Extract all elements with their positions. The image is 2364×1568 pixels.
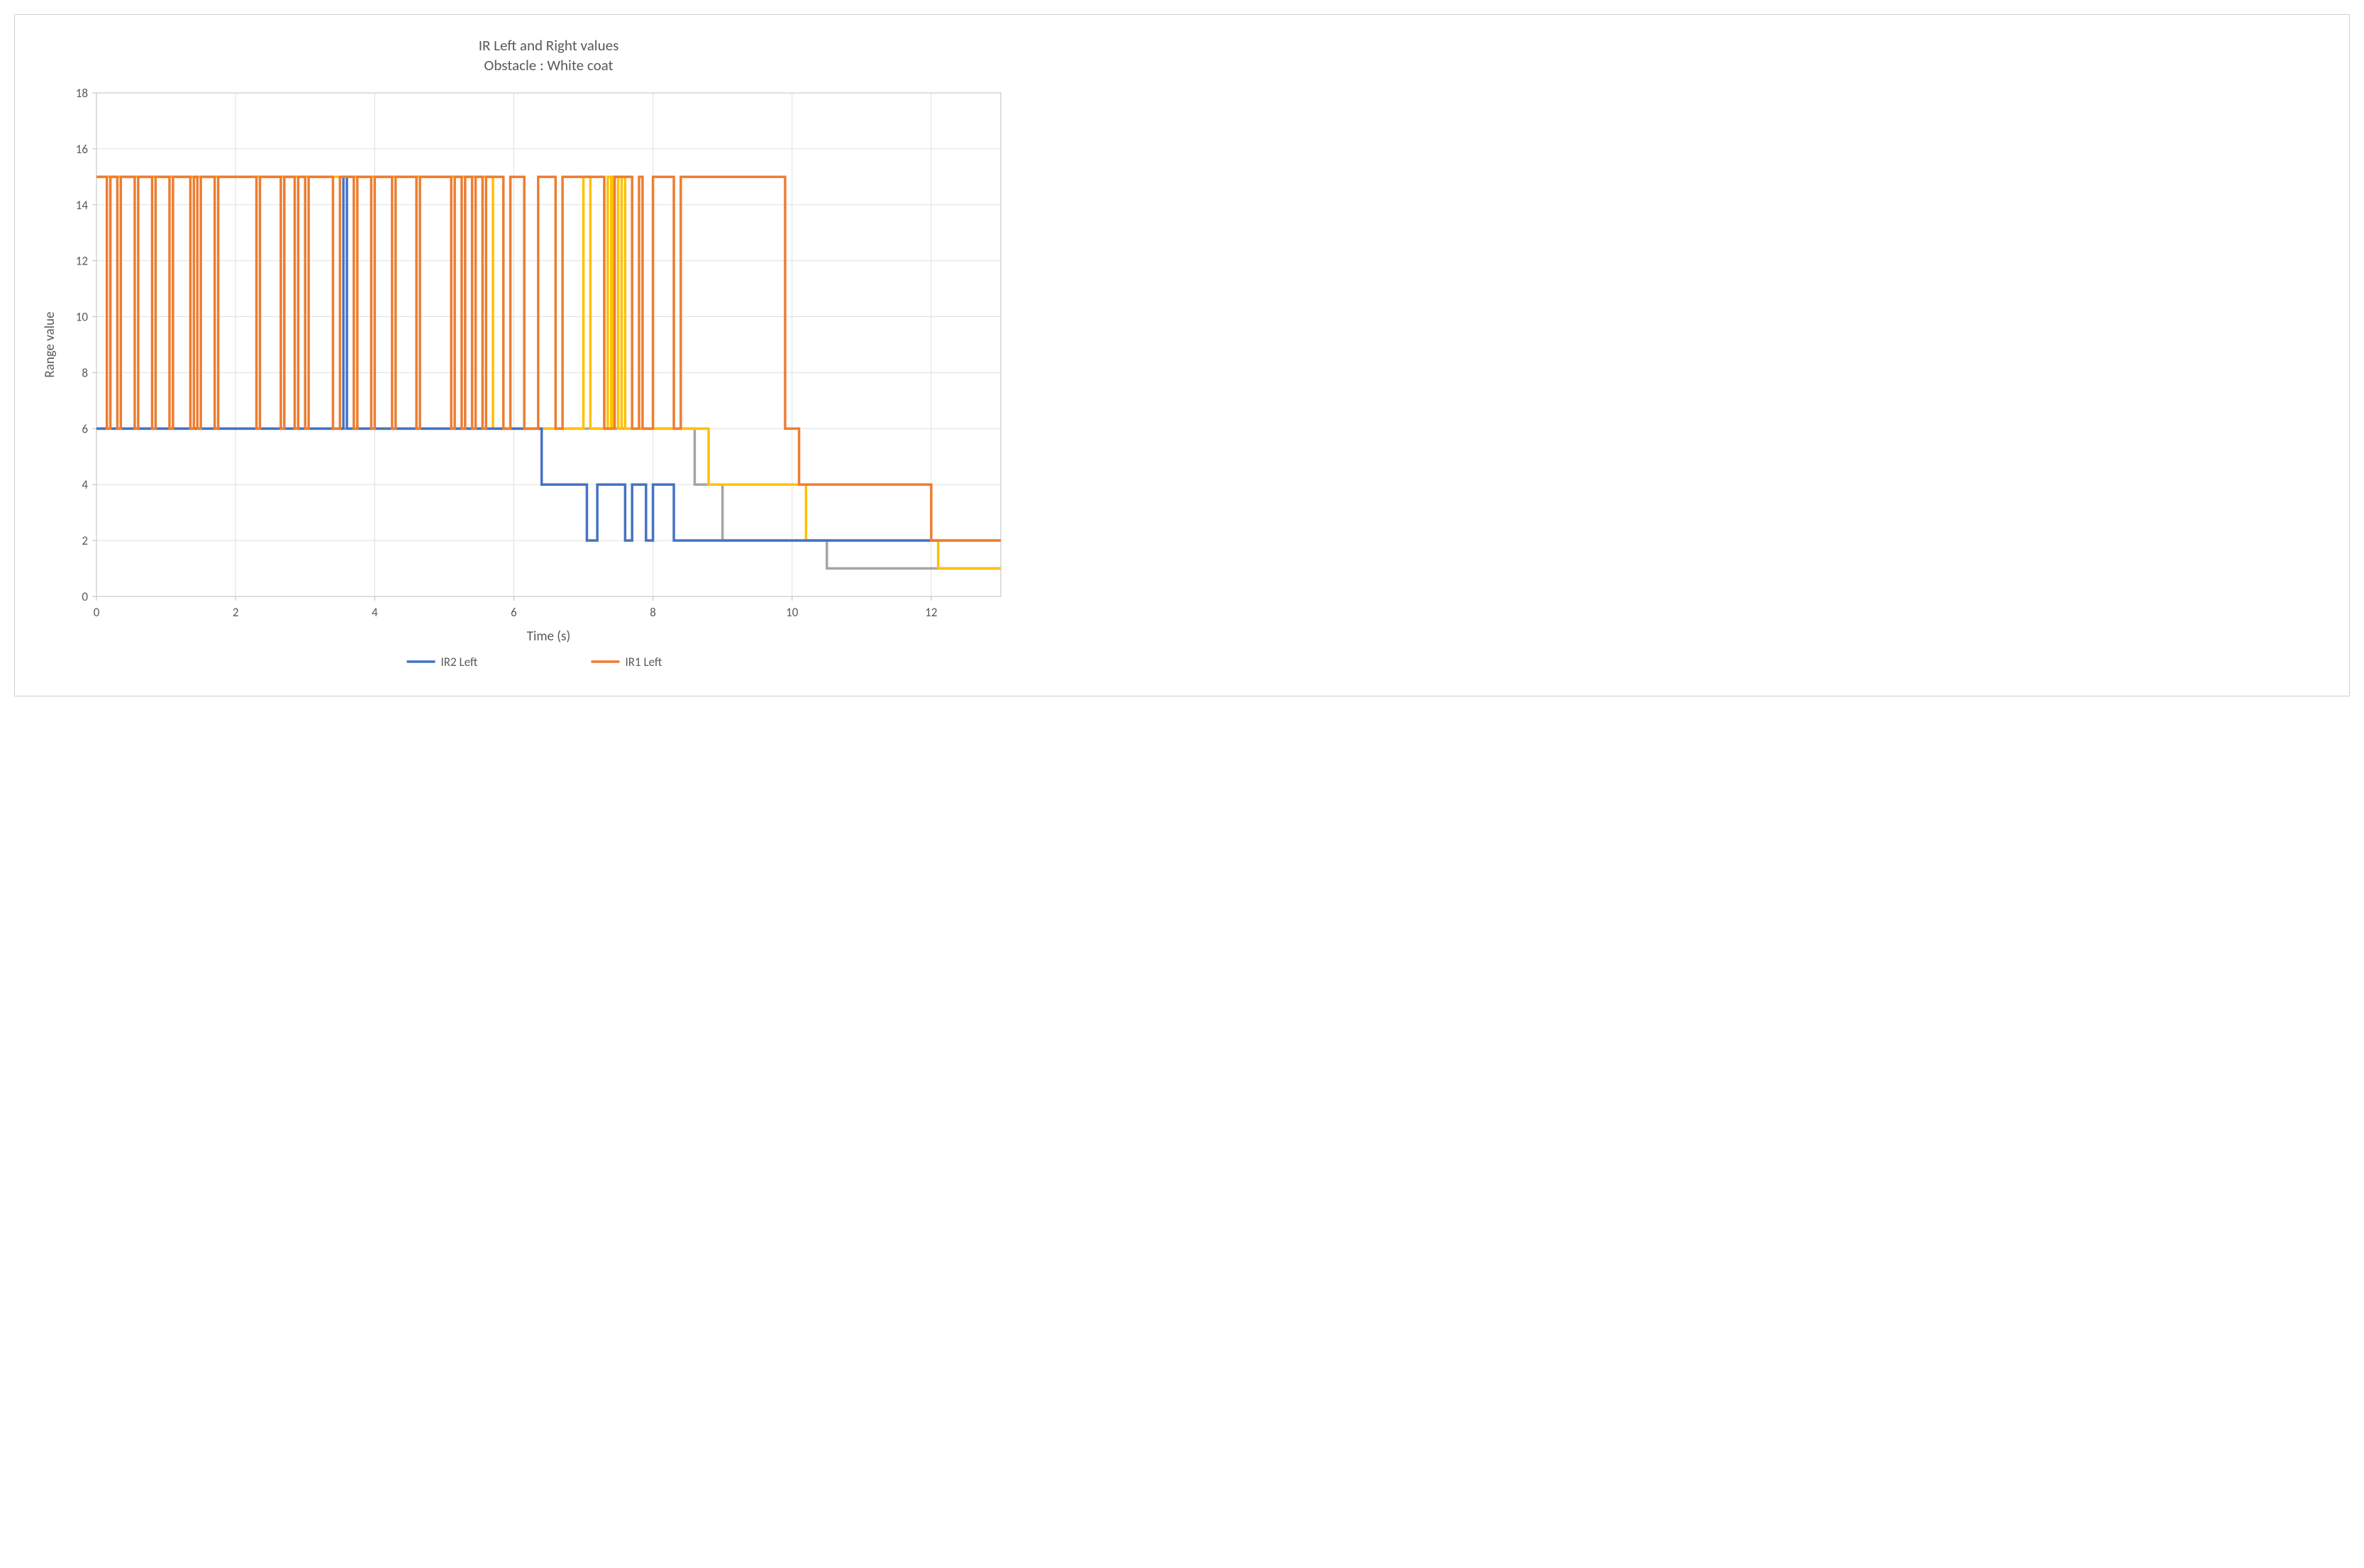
ytick-label: 4 — [82, 477, 88, 492]
xtick-label: 8 — [650, 605, 656, 620]
chart-title-line2: Obstacle : White coat — [484, 56, 613, 74]
ytick-label: 16 — [76, 142, 89, 157]
x-axis-label: Time (s) — [527, 628, 571, 645]
xtick-label: 4 — [372, 605, 378, 620]
xtick-label: 2 — [233, 605, 239, 620]
ytick-label: 0 — [82, 589, 88, 604]
ytick-label: 8 — [82, 365, 88, 380]
chart-container: 0 2 4 6 8 10 12 0 2 4 6 8 10 12 14 16 18 IR Left and Righ… — [14, 14, 2350, 696]
chart-title-line1: IR Left and Right values — [479, 36, 619, 55]
legend-label: IR2 Left — [441, 655, 478, 669]
xtick-label: 0 — [94, 605, 100, 620]
ytick-label: 2 — [82, 533, 88, 548]
legend-label: IR1 Left — [626, 655, 662, 669]
ytick-label: 14 — [76, 198, 89, 213]
ytick-label: 18 — [76, 86, 88, 101]
plot-area — [96, 93, 1001, 596]
ytick-label: 12 — [76, 254, 88, 269]
xtick-label: 6 — [511, 605, 517, 620]
xtick-label: 10 — [786, 605, 799, 620]
ytick-label: 10 — [76, 310, 89, 325]
ytick-label: 6 — [82, 421, 88, 436]
line-chart: 0 2 4 6 8 10 12 0 2 4 6 8 10 12 14 16 18 IR Left and Righ… — [29, 29, 1022, 682]
y-axis-label: Range value — [42, 311, 58, 377]
xtick-label: 12 — [925, 605, 937, 620]
